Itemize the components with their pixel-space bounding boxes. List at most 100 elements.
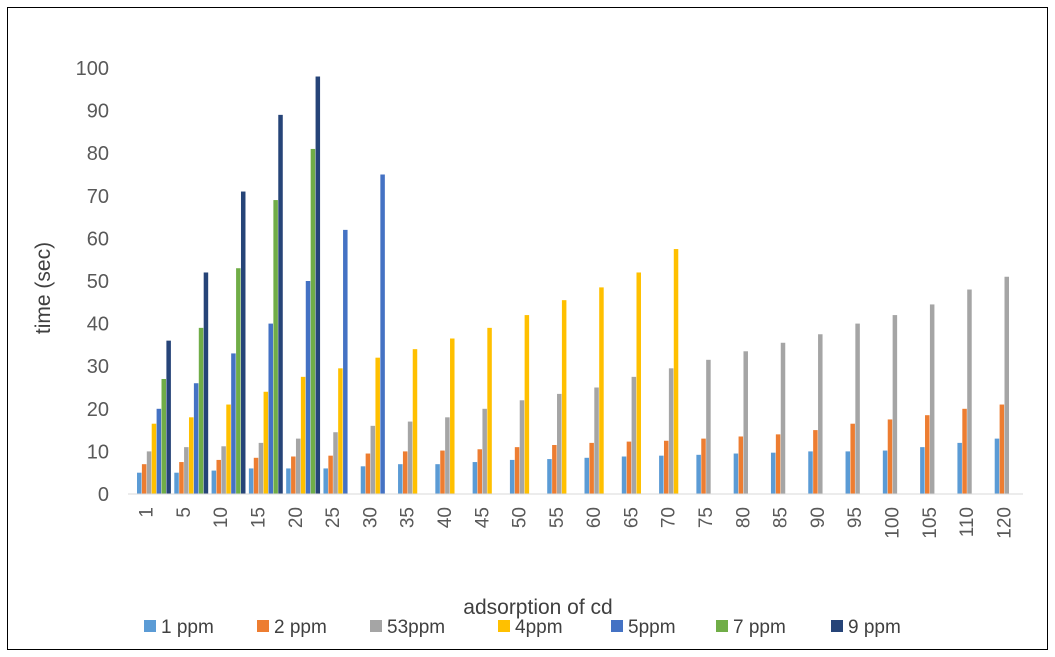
bar	[584, 457, 589, 494]
x-tick-label: 50	[510, 507, 531, 528]
bar	[278, 114, 283, 495]
bar	[412, 349, 418, 494]
y-tick-label: 30	[87, 356, 109, 378]
legend: 1 ppm 2 ppm 53ppm 4ppm 5ppm 7 ppm 9 ppm	[144, 617, 901, 638]
legend-swatch	[257, 620, 269, 632]
legend-label: 2 ppm	[274, 617, 327, 638]
bar	[380, 174, 385, 494]
bar	[887, 419, 893, 494]
y-tick-label: 50	[87, 271, 109, 293]
bar	[221, 446, 226, 494]
bar	[258, 442, 264, 494]
bar	[920, 447, 925, 494]
y-axis-ticks: 0 10 20 30 40 50 60 70 80 90 100	[76, 58, 109, 506]
bar	[594, 387, 599, 494]
bar	[514, 447, 520, 494]
bar	[236, 268, 241, 494]
x-axis-ticks: 1 5 10 15 20 25 30 35 40 45 50 55 60 65 70 75 80 85 90 95 10…	[137, 507, 1016, 539]
bar	[156, 408, 162, 494]
y-axis-title: time (sec)	[32, 242, 55, 334]
bar	[370, 425, 376, 494]
bar	[482, 408, 487, 494]
bar	[626, 441, 632, 494]
bar	[450, 338, 455, 494]
bar	[524, 315, 530, 494]
bar	[360, 466, 366, 494]
bar	[487, 327, 492, 494]
bar	[999, 404, 1005, 494]
y-tick-label: 40	[87, 314, 109, 336]
bar	[146, 451, 152, 494]
legend-label: 4ppm	[515, 617, 563, 638]
y-tick-label: 100	[76, 58, 109, 80]
bar	[962, 408, 967, 494]
bar	[226, 404, 231, 494]
x-tick-label: 65	[621, 507, 642, 528]
bar	[338, 368, 343, 494]
legend-swatch	[144, 620, 156, 632]
x-tick-label: 55	[547, 507, 568, 528]
bar	[733, 453, 739, 494]
x-tick-label: 25	[323, 507, 344, 528]
bar	[706, 359, 711, 494]
bar	[315, 76, 321, 495]
y-tick-label: 60	[87, 228, 109, 250]
bar	[161, 378, 166, 494]
bar	[668, 368, 674, 494]
y-tick-label: 20	[87, 399, 109, 421]
y-tick-label: 0	[98, 484, 109, 506]
bar	[775, 434, 781, 494]
bar	[211, 470, 217, 494]
x-tick-label: 35	[398, 507, 419, 528]
legend-swatch	[370, 620, 382, 632]
bar	[263, 391, 269, 494]
legend-swatch	[498, 620, 510, 632]
bar	[216, 459, 221, 494]
x-tick-label: 30	[360, 507, 381, 528]
bar	[925, 415, 930, 494]
legend-swatch	[716, 620, 728, 632]
bar	[701, 438, 706, 494]
bar	[198, 327, 204, 494]
x-tick-label: 15	[249, 507, 270, 528]
bar	[375, 357, 380, 494]
bar	[440, 450, 445, 494]
bar	[300, 376, 306, 494]
bar	[882, 450, 888, 494]
bar	[663, 440, 669, 494]
bar	[770, 452, 776, 494]
bar	[547, 459, 552, 494]
bar	[845, 451, 851, 494]
x-tick-label: 40	[435, 507, 456, 528]
bar	[407, 421, 413, 494]
bar	[738, 436, 744, 494]
bar	[808, 451, 813, 494]
bar	[184, 447, 189, 494]
bar	[472, 462, 478, 494]
x-axis-title: adsorption of cd	[463, 596, 612, 619]
bar	[813, 430, 818, 494]
x-tick-label: 75	[696, 507, 717, 528]
legend-label: 53ppm	[387, 617, 445, 638]
bar	[193, 383, 199, 494]
x-tick-label: 60	[584, 507, 605, 528]
bar	[659, 455, 664, 494]
bar	[268, 323, 273, 494]
bar	[967, 289, 972, 494]
bar	[203, 272, 209, 494]
x-tick-label: 45	[472, 507, 493, 528]
x-tick-label: 70	[659, 507, 680, 528]
bar	[323, 468, 328, 494]
bar	[435, 464, 440, 494]
bar	[151, 423, 157, 494]
x-tick-label: 120	[994, 507, 1015, 539]
legend-label: 5ppm	[628, 617, 676, 638]
bar	[310, 148, 316, 494]
y-tick-label: 10	[87, 441, 109, 463]
bar	[305, 281, 311, 494]
bar	[855, 323, 860, 494]
bar	[273, 200, 278, 494]
y-tick-label: 80	[87, 143, 109, 165]
x-tick-label: 95	[845, 507, 866, 528]
legend-label: 1 ppm	[161, 617, 214, 638]
